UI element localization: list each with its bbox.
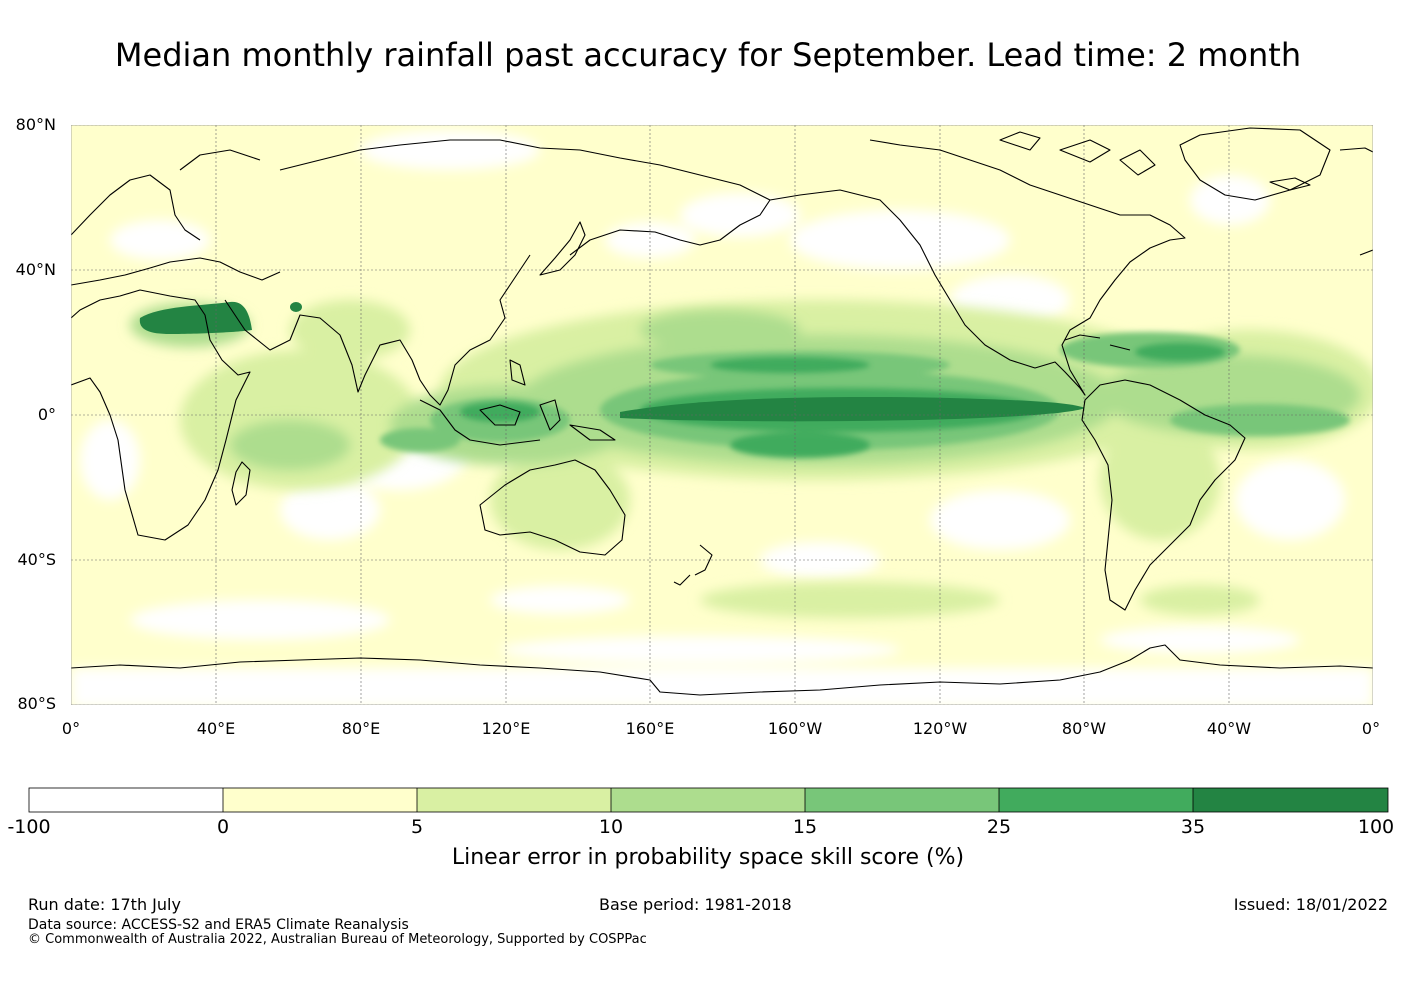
lon-label-120w: 120°W <box>912 719 968 738</box>
australia-coast <box>479 459 626 556</box>
asia-south-coast <box>224 254 531 406</box>
lat-label-40n: 40°N <box>15 260 56 279</box>
colorbar-tick-25: 25 <box>986 816 1012 838</box>
japan-coast <box>539 221 586 276</box>
colorbar-tick-5: 5 <box>410 816 424 838</box>
lon-label-120e: 120°E <box>481 719 531 738</box>
colorbar <box>28 787 1389 813</box>
colorbar-segment-1 <box>29 788 223 812</box>
graticule <box>71 125 1373 705</box>
copyright: © Commonwealth of Australia 2022, Austra… <box>28 932 647 947</box>
lon-label-0-right: 0° <box>1361 719 1381 738</box>
map-title: Median monthly rainfall past accuracy fo… <box>114 36 1302 74</box>
antarctica-coast <box>71 644 1373 696</box>
asia-north-coast <box>279 139 771 256</box>
lat-label-40s: 40°S <box>17 550 56 569</box>
colorbar-frame <box>28 787 1389 813</box>
colorbar-tick-100: 100 <box>1357 816 1395 838</box>
colorbar-segment-7 <box>1193 788 1388 812</box>
caribbean-coast <box>1064 334 1131 351</box>
colorbar-tick-35: 35 <box>1180 816 1206 838</box>
africa-coast <box>71 289 251 541</box>
base-period: Base period: 1981-2018 <box>599 895 792 914</box>
coastlines <box>71 127 1373 696</box>
new-zealand-coast <box>673 544 713 586</box>
colorbar-segment-4 <box>611 788 805 812</box>
north-america-coast <box>769 139 1186 396</box>
run-date: Run date: 17th July <box>28 895 181 914</box>
madagascar-coast <box>231 461 251 506</box>
lon-label-80w: 80°W <box>1061 719 1107 738</box>
lat-label-0: 0° <box>37 405 56 424</box>
lon-label-40e: 40°E <box>196 719 236 738</box>
indonesia-coast <box>419 359 616 446</box>
colorbar-segment-2 <box>223 788 417 812</box>
issued-date: Issued: 18/01/2022 <box>1233 895 1388 914</box>
colorbar-tick-0: 0 <box>216 816 230 838</box>
lon-label-40w: 40°W <box>1206 719 1252 738</box>
colorbar-tick-10: 10 <box>598 816 624 838</box>
lon-label-0-left: 0° <box>61 719 81 738</box>
colorbar-tick-15: 15 <box>792 816 818 838</box>
europe-coast <box>71 149 281 286</box>
south-america-coast <box>1081 379 1246 611</box>
lat-label-80s: 80°S <box>17 694 56 713</box>
arctic-islands-coast <box>999 131 1311 191</box>
colorbar-segment-6 <box>999 788 1193 812</box>
lat-label-80n: 80°N <box>15 115 56 134</box>
colorbar-segment-3 <box>417 788 611 812</box>
lon-label-160e: 160°E <box>625 719 675 738</box>
lon-label-160w: 160°W <box>767 719 823 738</box>
map-field <box>71 125 1373 705</box>
lon-label-80e: 80°E <box>341 719 381 738</box>
colorbar-segment-5 <box>805 788 999 812</box>
data-source: Data source: ACCESS-S2 and ERA5 Climate … <box>28 917 409 933</box>
colorbar-label: Linear error in probability space skill … <box>451 845 965 870</box>
uk-iceland-coast <box>1339 147 1373 256</box>
colorbar-tick-minus100: -100 <box>7 816 51 838</box>
